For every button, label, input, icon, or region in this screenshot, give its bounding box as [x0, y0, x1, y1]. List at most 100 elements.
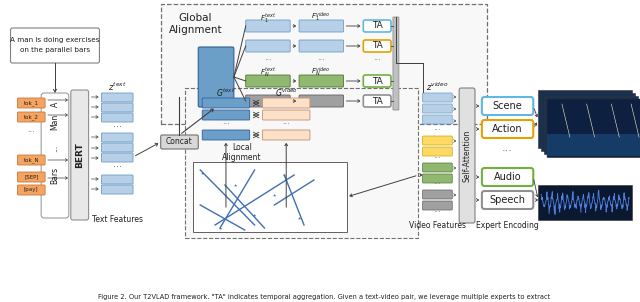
FancyBboxPatch shape: [202, 110, 250, 120]
Text: TA: TA: [372, 41, 383, 50]
Bar: [538, 90, 632, 148]
FancyBboxPatch shape: [422, 190, 452, 199]
FancyBboxPatch shape: [101, 103, 133, 112]
FancyBboxPatch shape: [299, 20, 344, 32]
FancyBboxPatch shape: [393, 17, 399, 110]
FancyBboxPatch shape: [364, 75, 391, 87]
FancyBboxPatch shape: [17, 185, 45, 195]
Text: ...: ...: [264, 53, 272, 62]
Text: Man: Man: [51, 114, 60, 130]
Text: Expert Encoding: Expert Encoding: [476, 220, 539, 230]
Text: ...: ...: [373, 53, 381, 62]
Text: Local: Local: [232, 143, 252, 153]
FancyBboxPatch shape: [101, 175, 133, 184]
Text: $z^{text}$: $z^{text}$: [108, 81, 127, 93]
FancyBboxPatch shape: [422, 201, 452, 210]
Text: ...: ...: [282, 117, 290, 126]
FancyBboxPatch shape: [299, 40, 344, 52]
Text: ...: ...: [51, 144, 60, 152]
FancyBboxPatch shape: [10, 28, 99, 63]
Text: tok_2: tok_2: [24, 114, 39, 120]
Text: Alignment: Alignment: [222, 153, 262, 162]
Text: BERT: BERT: [75, 142, 84, 168]
FancyBboxPatch shape: [41, 93, 69, 218]
FancyBboxPatch shape: [17, 155, 45, 165]
Text: ...: ...: [433, 178, 442, 187]
Text: $\star$: $\star$: [296, 214, 302, 223]
Text: Video Features: Video Features: [409, 220, 466, 230]
Text: [SEP]: [SEP]: [24, 175, 38, 179]
FancyBboxPatch shape: [246, 95, 290, 107]
FancyBboxPatch shape: [198, 47, 234, 107]
Text: ...: ...: [28, 124, 35, 133]
Text: Text Features: Text Features: [92, 216, 143, 224]
Text: Audio: Audio: [494, 172, 522, 182]
FancyBboxPatch shape: [364, 20, 391, 32]
Text: $\star$: $\star$: [217, 223, 223, 233]
Bar: [186, 88, 418, 238]
FancyBboxPatch shape: [299, 75, 344, 87]
Bar: [544, 96, 638, 154]
FancyBboxPatch shape: [101, 93, 133, 102]
FancyBboxPatch shape: [246, 75, 290, 87]
Text: TA: TA: [372, 97, 383, 105]
Text: tok_N: tok_N: [24, 157, 39, 163]
Bar: [547, 99, 640, 157]
FancyBboxPatch shape: [262, 110, 310, 120]
FancyBboxPatch shape: [17, 112, 45, 122]
Bar: [547, 99, 640, 157]
Text: $\star$: $\star$: [271, 191, 278, 200]
Text: ...: ...: [433, 123, 442, 131]
Bar: [547, 134, 640, 156]
Text: $\star$: $\star$: [252, 210, 258, 220]
Bar: [541, 93, 635, 151]
Text: $\star$: $\star$: [199, 169, 205, 178]
FancyBboxPatch shape: [71, 90, 88, 220]
FancyBboxPatch shape: [101, 185, 133, 194]
FancyBboxPatch shape: [299, 95, 344, 107]
Text: Speech: Speech: [490, 195, 525, 205]
Bar: [538, 185, 632, 220]
Text: $F_N^{video}$: $F_N^{video}$: [312, 65, 331, 79]
Text: ...: ...: [317, 53, 325, 62]
Text: $\star$: $\star$: [232, 181, 238, 189]
FancyBboxPatch shape: [482, 97, 533, 115]
FancyBboxPatch shape: [17, 98, 45, 108]
FancyBboxPatch shape: [459, 88, 475, 223]
Text: $F_N^{text}$: $F_N^{text}$: [260, 66, 276, 79]
FancyBboxPatch shape: [422, 115, 452, 124]
FancyBboxPatch shape: [422, 163, 452, 172]
Text: ...: ...: [113, 159, 122, 169]
Text: Figure 2. Our T2VLAD framework. "TA" indicates temporal aggregation. Given a tex: Figure 2. Our T2VLAD framework. "TA" ind…: [98, 294, 550, 300]
Bar: [161, 4, 487, 124]
Text: ...: ...: [222, 117, 230, 126]
FancyBboxPatch shape: [422, 136, 452, 145]
Text: $G^{text}$: $G^{text}$: [216, 87, 236, 99]
Text: $\star$: $\star$: [281, 171, 287, 179]
Text: Action: Action: [492, 124, 523, 134]
Text: $z^{video}$: $z^{video}$: [426, 81, 449, 93]
FancyBboxPatch shape: [262, 130, 310, 140]
Text: TA: TA: [372, 76, 383, 85]
Text: tok_1: tok_1: [24, 100, 39, 106]
Text: ...: ...: [502, 143, 513, 153]
Text: Concat: Concat: [166, 137, 193, 146]
Text: Scene: Scene: [493, 101, 522, 111]
FancyBboxPatch shape: [246, 20, 290, 32]
FancyBboxPatch shape: [422, 147, 452, 156]
Text: ...: ...: [433, 150, 442, 159]
FancyBboxPatch shape: [422, 93, 452, 102]
FancyBboxPatch shape: [161, 135, 198, 149]
Text: on the parallel bars: on the parallel bars: [20, 47, 90, 53]
Text: A: A: [51, 101, 60, 107]
FancyBboxPatch shape: [364, 95, 391, 107]
FancyBboxPatch shape: [422, 104, 452, 113]
FancyBboxPatch shape: [202, 130, 250, 140]
Text: Bars: Bars: [51, 166, 60, 184]
Text: Alignment: Alignment: [168, 25, 222, 35]
FancyBboxPatch shape: [364, 40, 391, 52]
Text: [pay]: [pay]: [24, 188, 38, 192]
FancyBboxPatch shape: [101, 113, 133, 122]
Text: ...: ...: [113, 119, 122, 129]
Text: A man is doing exercises: A man is doing exercises: [10, 37, 100, 43]
